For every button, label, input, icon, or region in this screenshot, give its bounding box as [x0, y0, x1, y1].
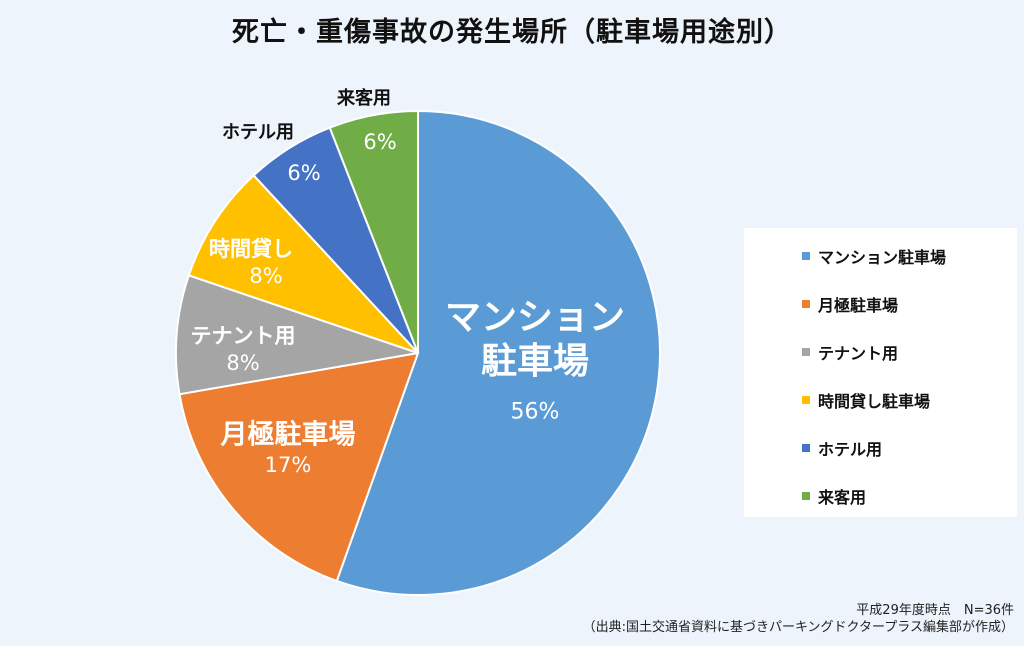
legend-item: ホテル用: [802, 436, 882, 460]
pie-slice-1: [178, 351, 420, 583]
slice-pct-monthly: 17%: [264, 453, 312, 477]
slice-label-hotel: ホテル用: [222, 122, 294, 143]
pie-slice-3: [187, 173, 419, 354]
slice-label-visitor: 来客用: [337, 88, 391, 109]
slice-label-tenant: テナント用: [190, 324, 296, 348]
slice-pct-mansion: 56%: [510, 399, 560, 425]
slice-label-hourly: 時間貸し: [209, 237, 293, 261]
legend-item: 時間貸し駐車場: [802, 388, 930, 412]
slice-pct-visitor: 6%: [363, 130, 397, 154]
legend-label: 来客用: [818, 488, 867, 507]
legend: マンション駐車場 月極駐車場 テナント用 時間貸し駐車場 ホテル用 来客用: [744, 228, 1017, 517]
legend-item: マンション駐車場: [802, 244, 946, 268]
legend-swatch: [802, 444, 810, 452]
legend-item: テナント用: [802, 340, 898, 364]
legend-swatch: [802, 252, 810, 260]
note-line-1: 平成29年度時点 N=36件: [856, 603, 1014, 618]
legend-swatch: [802, 396, 810, 404]
note-line-2: （出典:国土交通省資料に基づきパーキングドクタープラス編集部が作成）: [582, 620, 1014, 635]
legend-swatch: [802, 300, 810, 308]
pie-slice-0: [335, 109, 661, 596]
chart-title: 死亡・重傷事故の発生場所（駐車場用途別）: [232, 17, 792, 48]
slice-label-mansion: マンション駐車場: [444, 297, 625, 382]
legend-swatch: [802, 492, 810, 500]
slice-pct-hourly: 8%: [249, 264, 283, 288]
pie-slice-5: [328, 109, 419, 354]
legend-label: テナント用: [818, 344, 899, 363]
legend-item: 月極駐車場: [802, 292, 898, 316]
legend-label: 月極駐車場: [818, 296, 899, 315]
source-note: 平成29年度時点 N=36件 （出典:国土交通省資料に基づきパーキングドクタープ…: [583, 602, 1014, 636]
slice-pct-hotel: 6%: [287, 161, 321, 185]
legend-swatch: [802, 348, 810, 356]
slice-label-monthly: 月極駐車場: [220, 419, 356, 451]
legend-item: 来客用: [802, 484, 866, 508]
slice-pct-tenant: 8%: [226, 351, 260, 375]
legend-label: 時間貸し駐車場: [818, 392, 931, 411]
legend-label: ホテル用: [818, 440, 883, 459]
legend-label: マンション駐車場: [818, 248, 947, 267]
pie-slice-2: [175, 274, 419, 396]
